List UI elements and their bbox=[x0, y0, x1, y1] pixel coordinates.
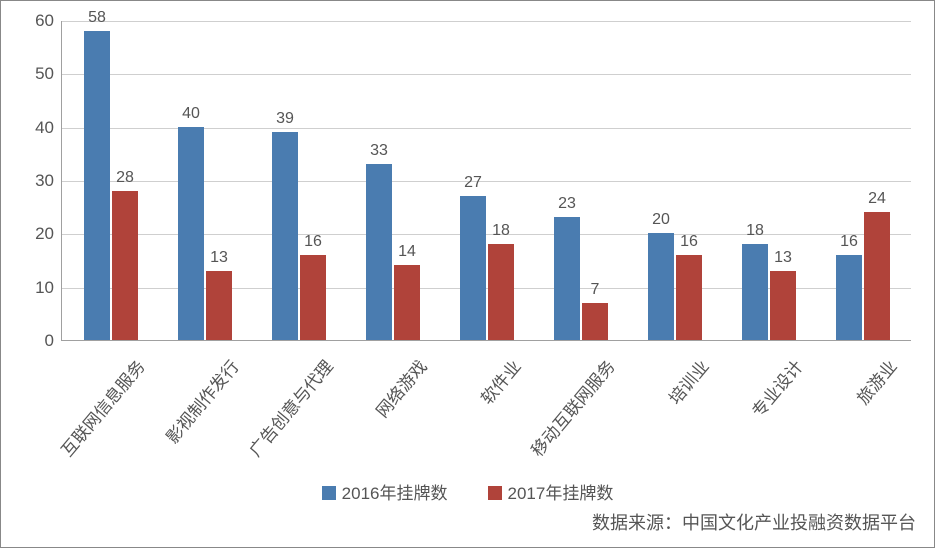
bar: 18 bbox=[488, 244, 514, 340]
bar: 16 bbox=[300, 255, 326, 340]
bar-value-label: 13 bbox=[206, 249, 232, 267]
bar-value-label: 7 bbox=[582, 281, 608, 299]
bar: 58 bbox=[84, 31, 110, 340]
x-tick-label: 培训业 bbox=[661, 354, 713, 409]
x-tick-label: 广告创意与代理 bbox=[242, 354, 338, 461]
bar-group: 5828 bbox=[64, 21, 158, 340]
x-tick-label: 软件业 bbox=[473, 354, 525, 409]
x-tick-label: 专业设计 bbox=[744, 354, 807, 422]
y-tick-label: 50 bbox=[24, 64, 54, 84]
legend-label: 2017年挂牌数 bbox=[508, 484, 614, 503]
bar-value-label: 40 bbox=[178, 105, 204, 123]
y-tick-label: 30 bbox=[24, 171, 54, 191]
legend-swatch bbox=[488, 486, 502, 500]
bar-value-label: 16 bbox=[836, 233, 862, 251]
y-tick-label: 60 bbox=[24, 11, 54, 31]
bar-value-label: 16 bbox=[300, 233, 326, 251]
bar-value-label: 24 bbox=[864, 190, 890, 208]
bar: 13 bbox=[770, 271, 796, 340]
bar-group: 2718 bbox=[440, 21, 534, 340]
legend-swatch bbox=[322, 486, 336, 500]
y-tick-label: 10 bbox=[24, 278, 54, 298]
bar-value-label: 18 bbox=[488, 222, 514, 240]
bar-group: 1813 bbox=[722, 21, 816, 340]
chart-container: 01020304050605828互联网信息服务4013影视制作发行3916广告… bbox=[1, 1, 934, 547]
x-tick-label: 网络游戏 bbox=[368, 354, 431, 422]
bar-value-label: 18 bbox=[742, 222, 768, 240]
bar-value-label: 58 bbox=[84, 9, 110, 27]
bar-value-label: 39 bbox=[272, 110, 298, 128]
bar-group: 1624 bbox=[816, 21, 910, 340]
legend: 2016年挂牌数 2017年挂牌数 bbox=[1, 479, 934, 504]
bar: 13 bbox=[206, 271, 232, 340]
bar: 27 bbox=[460, 196, 486, 340]
bar: 20 bbox=[648, 233, 674, 340]
bar: 39 bbox=[272, 132, 298, 340]
bar: 16 bbox=[676, 255, 702, 340]
bar-value-label: 16 bbox=[676, 233, 702, 251]
x-tick-label: 影视制作发行 bbox=[159, 354, 244, 448]
bar: 24 bbox=[864, 212, 890, 340]
y-tick-label: 20 bbox=[24, 224, 54, 244]
bar-group: 4013 bbox=[158, 21, 252, 340]
bar: 33 bbox=[366, 164, 392, 340]
legend-label: 2016年挂牌数 bbox=[342, 484, 448, 503]
bar-group: 3916 bbox=[252, 21, 346, 340]
bar: 7 bbox=[582, 303, 608, 340]
y-tick-label: 40 bbox=[24, 118, 54, 138]
x-tick-label: 互联网信息服务 bbox=[54, 354, 150, 461]
source-label: 数据来源：中国文化产业投融资数据平台 bbox=[592, 509, 916, 535]
bar: 40 bbox=[178, 127, 204, 340]
bar-group: 237 bbox=[534, 21, 628, 340]
legend-item: 2017年挂牌数 bbox=[488, 479, 614, 504]
bar: 14 bbox=[394, 265, 420, 340]
bar: 23 bbox=[554, 217, 580, 340]
bar-value-label: 20 bbox=[648, 211, 674, 229]
x-tick-label: 移动互联网服务 bbox=[524, 354, 620, 461]
x-tick-label: 旅游业 bbox=[849, 354, 901, 409]
bar-value-label: 28 bbox=[112, 169, 138, 187]
bar-value-label: 23 bbox=[554, 195, 580, 213]
bar-value-label: 33 bbox=[366, 142, 392, 160]
bar-value-label: 14 bbox=[394, 243, 420, 261]
y-tick-label: 0 bbox=[24, 331, 54, 351]
bar: 28 bbox=[112, 191, 138, 340]
bar-value-label: 27 bbox=[460, 174, 486, 192]
legend-item: 2016年挂牌数 bbox=[322, 479, 448, 504]
bar: 18 bbox=[742, 244, 768, 340]
bar-group: 2016 bbox=[628, 21, 722, 340]
plot-area: 01020304050605828互联网信息服务4013影视制作发行3916广告… bbox=[61, 21, 911, 341]
bar-group: 3314 bbox=[346, 21, 440, 340]
bar: 16 bbox=[836, 255, 862, 340]
bar-value-label: 13 bbox=[770, 249, 796, 267]
